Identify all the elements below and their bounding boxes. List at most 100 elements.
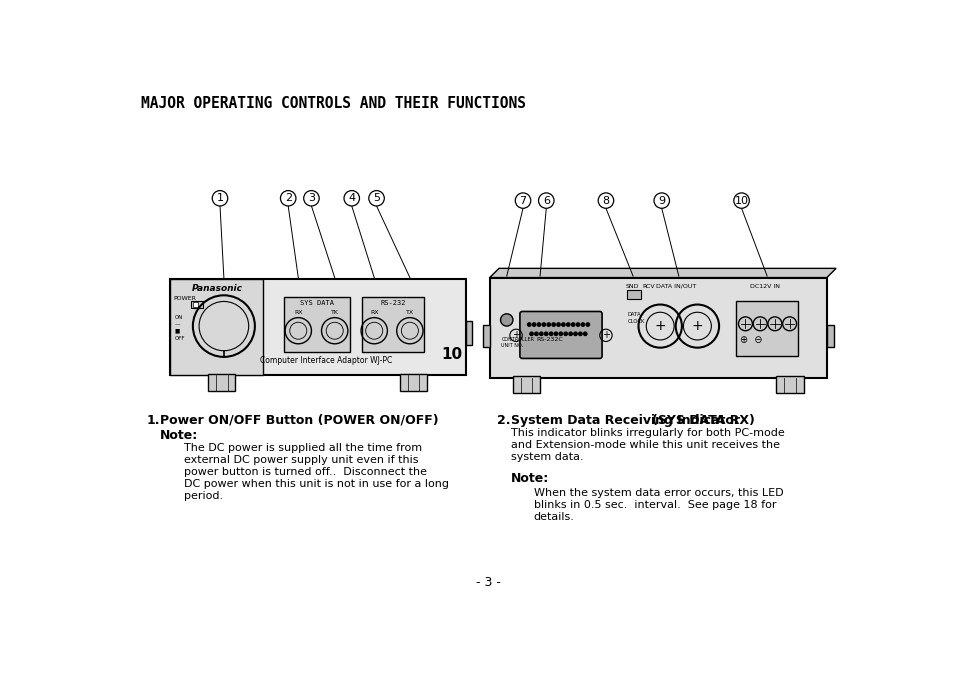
Text: This indicator blinks irregularly for both PC-mode: This indicator blinks irregularly for bo… — [510, 428, 783, 438]
Text: RX: RX — [370, 310, 378, 315]
Circle shape — [557, 323, 559, 326]
Circle shape — [303, 191, 319, 206]
Bar — [361, 297, 423, 352]
Circle shape — [598, 193, 613, 209]
Text: MAJOR OPERATING CONTROLS AND THEIR FUNCTIONS: MAJOR OPERATING CONTROLS AND THEIR FUNCT… — [141, 96, 525, 111]
Text: DC power when this unit is not in use for a long: DC power when this unit is not in use fo… — [183, 479, 448, 489]
Circle shape — [369, 191, 384, 206]
Text: Note:: Note: — [510, 473, 548, 485]
Text: SND: SND — [624, 284, 639, 289]
Bar — [399, 374, 427, 391]
Circle shape — [571, 323, 575, 326]
Text: blinks in 0.5 sec.  interval.  See page 18 for: blinks in 0.5 sec. interval. See page 18… — [534, 500, 776, 510]
Circle shape — [583, 332, 586, 336]
Text: CONTROLLER
UNIT NO.: CONTROLLER UNIT NO. — [500, 337, 534, 348]
Text: +: + — [691, 319, 702, 333]
Circle shape — [733, 193, 748, 209]
Bar — [513, 376, 539, 393]
Text: The DC power is supplied all the time from: The DC power is supplied all the time fr… — [183, 443, 421, 453]
Text: —: — — [174, 322, 179, 327]
Circle shape — [585, 323, 589, 326]
Text: (SYS DATA RX): (SYS DATA RX) — [652, 414, 755, 427]
Circle shape — [532, 323, 536, 326]
Text: ON: ON — [174, 315, 182, 320]
Text: +: + — [601, 330, 609, 341]
Text: POWER: POWER — [173, 296, 196, 301]
Circle shape — [541, 323, 545, 326]
Text: +: + — [654, 319, 665, 333]
Text: SYS DATA: SYS DATA — [299, 300, 334, 306]
Text: TX: TX — [405, 310, 414, 315]
FancyBboxPatch shape — [519, 311, 601, 358]
Circle shape — [558, 332, 562, 336]
Text: period.: period. — [183, 491, 222, 501]
Circle shape — [654, 193, 669, 209]
Circle shape — [280, 191, 295, 206]
Text: RS-232: RS-232 — [379, 300, 405, 306]
Circle shape — [554, 332, 558, 336]
Circle shape — [578, 332, 581, 336]
Text: System Data Receiving Indicator: System Data Receiving Indicator — [510, 414, 743, 427]
Text: DATA IN/OUT: DATA IN/OUT — [655, 284, 695, 289]
Text: 3: 3 — [308, 193, 314, 203]
Text: Power ON/OFF Button (POWER ON/OFF): Power ON/OFF Button (POWER ON/OFF) — [160, 414, 438, 427]
Circle shape — [344, 191, 359, 206]
Circle shape — [535, 332, 537, 336]
Text: 6: 6 — [542, 196, 549, 206]
Circle shape — [544, 332, 547, 336]
Bar — [191, 301, 203, 309]
Bar — [170, 279, 465, 375]
Circle shape — [527, 323, 531, 326]
Text: RS-232C: RS-232C — [537, 337, 563, 342]
Text: ■: ■ — [174, 328, 179, 333]
Circle shape — [539, 332, 542, 336]
Circle shape — [552, 323, 555, 326]
Circle shape — [561, 323, 564, 326]
Text: 9: 9 — [658, 196, 664, 206]
Text: 1.: 1. — [146, 414, 160, 427]
Circle shape — [563, 332, 567, 336]
Circle shape — [212, 191, 228, 206]
Text: RX: RX — [294, 310, 302, 315]
Text: details.: details. — [534, 512, 574, 522]
Bar — [284, 297, 350, 352]
Text: TK: TK — [331, 310, 338, 315]
Circle shape — [576, 323, 579, 326]
Bar — [626, 290, 640, 299]
Text: DATA: DATA — [627, 312, 640, 318]
Text: 5: 5 — [373, 193, 379, 203]
Text: +: + — [512, 330, 519, 341]
Text: and Extension-mode while this unit receives the: and Extension-mode while this unit recei… — [510, 439, 779, 450]
Text: Note:: Note: — [160, 429, 198, 442]
Text: OFF: OFF — [174, 336, 185, 341]
Polygon shape — [489, 268, 835, 278]
Text: 10: 10 — [440, 347, 462, 362]
Text: DC12V IN: DC12V IN — [749, 284, 779, 289]
Text: 2.: 2. — [497, 414, 510, 427]
Bar — [826, 326, 833, 347]
Bar — [193, 302, 198, 307]
Bar — [483, 326, 490, 347]
Circle shape — [500, 313, 513, 326]
Text: 8: 8 — [601, 196, 609, 206]
Circle shape — [537, 193, 554, 209]
Bar — [736, 301, 798, 356]
Circle shape — [549, 332, 552, 336]
Circle shape — [568, 332, 572, 336]
Bar — [776, 376, 802, 393]
Text: system data.: system data. — [510, 452, 582, 462]
Text: When the system data error occurs, this LED: When the system data error occurs, this … — [534, 488, 782, 498]
Circle shape — [573, 332, 577, 336]
Text: 7: 7 — [519, 196, 526, 206]
Text: 4: 4 — [348, 193, 355, 203]
Circle shape — [537, 323, 540, 326]
Bar — [465, 322, 472, 345]
Circle shape — [546, 323, 550, 326]
Text: CLOCK: CLOCK — [627, 319, 644, 324]
Bar — [208, 374, 235, 391]
Circle shape — [566, 323, 569, 326]
Text: 10: 10 — [734, 196, 748, 206]
Text: 2: 2 — [284, 193, 292, 203]
Text: Panasonic: Panasonic — [192, 284, 242, 292]
Circle shape — [515, 193, 530, 209]
